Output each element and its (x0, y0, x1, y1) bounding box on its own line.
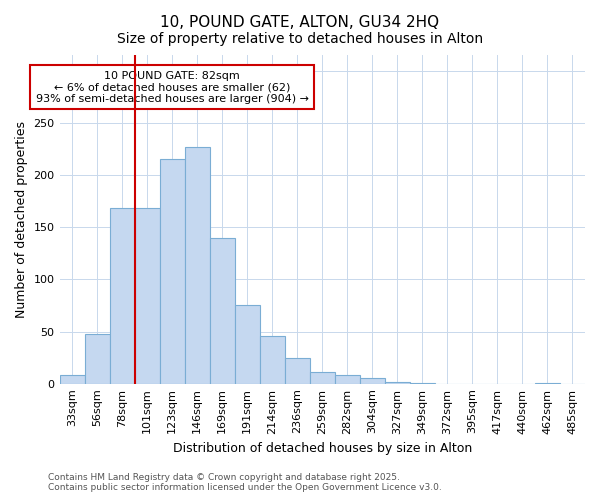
Bar (260, 336, 285, 384)
Text: 10, POUND GATE, ALTON, GU34 2HQ: 10, POUND GATE, ALTON, GU34 2HQ (160, 15, 440, 30)
Bar (160, 160, 185, 384)
Bar (385, 382, 410, 384)
Bar (360, 378, 385, 384)
Bar (209, 238, 235, 384)
Bar (410, 382, 435, 384)
Bar (235, 306, 260, 384)
Text: 10 POUND GATE: 82sqm
← 6% of detached houses are smaller (62)
93% of semi-detach: 10 POUND GATE: 82sqm ← 6% of detached ho… (35, 70, 308, 104)
Bar (535, 382, 560, 384)
Bar (335, 376, 360, 384)
Bar (110, 208, 134, 384)
Bar (310, 372, 335, 384)
Bar (185, 147, 209, 384)
Bar (285, 358, 310, 384)
Bar (85, 334, 110, 384)
Text: Size of property relative to detached houses in Alton: Size of property relative to detached ho… (117, 32, 483, 46)
X-axis label: Distribution of detached houses by size in Alton: Distribution of detached houses by size … (173, 442, 472, 455)
Bar (134, 208, 160, 384)
Text: Contains HM Land Registry data © Crown copyright and database right 2025.
Contai: Contains HM Land Registry data © Crown c… (48, 473, 442, 492)
Bar (59, 376, 85, 384)
Y-axis label: Number of detached properties: Number of detached properties (15, 121, 28, 318)
